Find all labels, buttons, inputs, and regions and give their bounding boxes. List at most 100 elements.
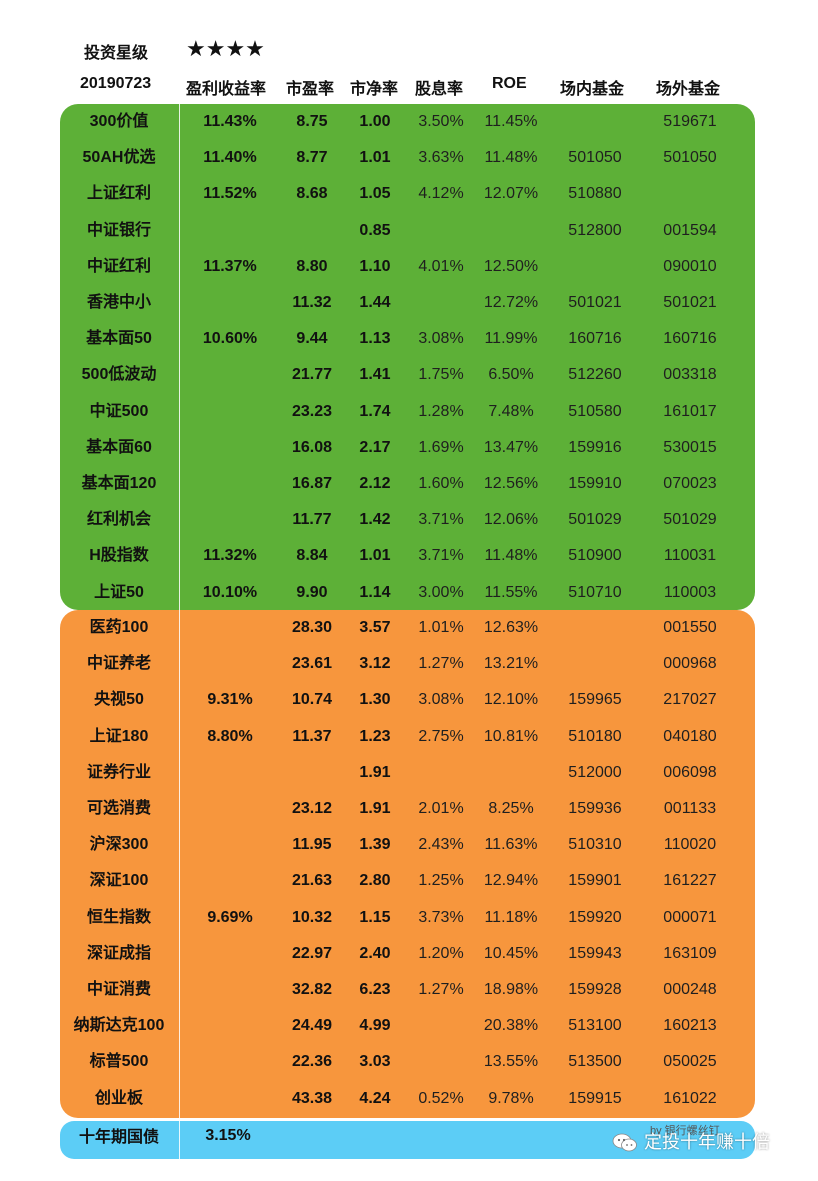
pb-ratio: 1.44	[359, 294, 391, 311]
earnings-yield	[180, 1008, 280, 1044]
dividend-yield: 1.75%	[418, 366, 464, 384]
onexchange-fund-code: 159965	[568, 691, 622, 709]
col-header-onexchange-fund: 场内基金	[560, 81, 625, 98]
bond-row: 十年期国债 3.15%	[0, 1121, 818, 1157]
offexchange-fund-code: 530015	[663, 438, 717, 456]
wechat-icon	[612, 1133, 637, 1152]
table-row: H股指数 11.32% 8.84 1.01 3.71% 11.48% 510900 11003…	[0, 538, 818, 574]
pe-ratio: 8.68	[296, 185, 328, 203]
index-name: 深证100	[89, 872, 149, 890]
dividend-yield: 1.69%	[418, 438, 464, 456]
rating-label: 投资星级	[84, 45, 149, 62]
onexchange-fund-code: 510710	[568, 583, 622, 601]
dividend-yield	[408, 755, 474, 791]
date-label: 20190723	[80, 75, 152, 92]
roe: 10.81%	[483, 727, 539, 745]
onexchange-fund-code: 501021	[568, 294, 622, 311]
table-row: 中证消费 32.82 6.23 1.27% 18.98% 159928 000248	[0, 972, 818, 1008]
earnings-yield	[180, 285, 280, 321]
dividend-yield	[408, 285, 474, 321]
roe: 11.48%	[484, 149, 538, 167]
index-name: 中证红利	[86, 257, 151, 275]
col-header-roe: ROE	[492, 75, 527, 92]
pe-ratio: 8.84	[296, 547, 328, 565]
pe-ratio: 11.32	[292, 294, 332, 311]
pb-ratio: 1.10	[359, 257, 391, 275]
pb-ratio: 4.99	[359, 1017, 391, 1035]
pb-ratio: 1.39	[359, 836, 391, 854]
index-name: 中证消费	[86, 981, 151, 998]
onexchange-fund-code	[556, 646, 634, 682]
offexchange-fund-code: 501050	[663, 149, 717, 167]
offexchange-fund-code: 003318	[663, 366, 717, 384]
dividend-yield: 0.52%	[418, 1089, 464, 1107]
earnings-yield	[180, 610, 280, 646]
pe-ratio: 10.74	[291, 691, 333, 709]
dividend-yield: 2.01%	[418, 800, 464, 817]
roe: 11.55%	[484, 583, 538, 601]
pe-ratio: 21.77	[291, 366, 333, 384]
pe-ratio: 22.97	[291, 944, 333, 962]
earnings-yield	[180, 755, 280, 791]
pb-ratio: 3.03	[359, 1053, 391, 1071]
star-rating: ★★★★	[186, 36, 265, 61]
col-header-pb: 市净率	[350, 81, 399, 98]
pb-ratio: 6.23	[359, 981, 391, 998]
overvalued-panel	[60, 610, 755, 1118]
onexchange-fund-code: 159901	[568, 872, 622, 890]
onexchange-fund-code: 160716	[568, 330, 622, 348]
table-row: 中证500 23.23 1.74 1.28% 7.48% 510580 161017	[0, 394, 818, 430]
table-row: 恒生指数 9.69% 10.32 1.15 3.73% 11.18% 159920 00007…	[0, 900, 818, 936]
table-row: 深证100 21.63 2.80 1.25% 12.94% 159901 161227	[0, 863, 818, 899]
dividend-yield: 2.75%	[418, 727, 464, 745]
pb-ratio: 1.91	[359, 800, 391, 817]
dividend-yield: 4.01%	[418, 257, 464, 275]
earnings-yield	[180, 646, 280, 682]
index-name: 香港中小	[86, 294, 151, 311]
offexchange-fund-code: 161022	[663, 1089, 717, 1107]
roe: 12.56%	[483, 475, 539, 492]
roe	[476, 213, 546, 249]
offexchange-fund-code: 110020	[663, 836, 717, 854]
pe-ratio: 8.75	[296, 113, 328, 130]
pe-ratio: 9.90	[296, 583, 328, 601]
dividend-yield: 1.20%	[418, 944, 464, 962]
onexchange-fund-code: 159943	[568, 944, 622, 962]
offexchange-fund-code: 050025	[663, 1053, 717, 1071]
index-name: 红利机会	[86, 511, 151, 529]
index-name: 证券行业	[86, 763, 151, 781]
earnings-yield	[180, 791, 280, 827]
undervalued-panel	[60, 104, 755, 610]
onexchange-fund-code	[556, 249, 634, 285]
pe-ratio: 11.37	[292, 727, 332, 745]
pb-ratio: 0.85	[359, 221, 391, 239]
pe-ratio: 8.77	[296, 149, 328, 167]
roe: 12.72%	[483, 294, 539, 311]
offexchange-fund-code: 090010	[663, 257, 717, 275]
table-row: 医药100 28.30 3.57 1.01% 12.63% 001550	[0, 610, 818, 646]
pe-ratio: 10.32	[291, 908, 333, 926]
roe: 13.55%	[483, 1053, 539, 1071]
index-name: 深证成指	[86, 944, 151, 962]
roe: 8.25%	[488, 800, 534, 817]
onexchange-fund-code: 513500	[568, 1053, 622, 1071]
roe: 12.50%	[483, 257, 539, 275]
pe-ratio: 24.49	[291, 1017, 333, 1035]
onexchange-fund-code: 512800	[568, 221, 622, 239]
table-row: 沪深300 11.95 1.39 2.43% 11.63% 510310 110020	[0, 827, 818, 863]
pe-ratio: 23.61	[291, 655, 333, 673]
index-name: 基本面60	[86, 438, 152, 456]
pb-ratio: 1.91	[359, 763, 391, 781]
earnings-yield	[180, 1081, 280, 1117]
roe: 6.50%	[488, 366, 534, 384]
pb-ratio: 1.23	[359, 727, 391, 745]
col-header-pe: 市盈率	[286, 81, 335, 98]
pe-ratio: 22.36	[291, 1053, 333, 1071]
onexchange-fund-code: 159936	[568, 800, 622, 817]
pb-ratio: 1.15	[359, 908, 391, 926]
earnings-yield: 10.10%	[202, 583, 258, 601]
table-row: 深证成指 22.97 2.40 1.20% 10.45% 159943 163109	[0, 936, 818, 972]
index-name: 央视50	[94, 691, 144, 709]
dividend-yield: 3.71%	[418, 511, 464, 529]
bond-panel	[60, 1121, 755, 1159]
